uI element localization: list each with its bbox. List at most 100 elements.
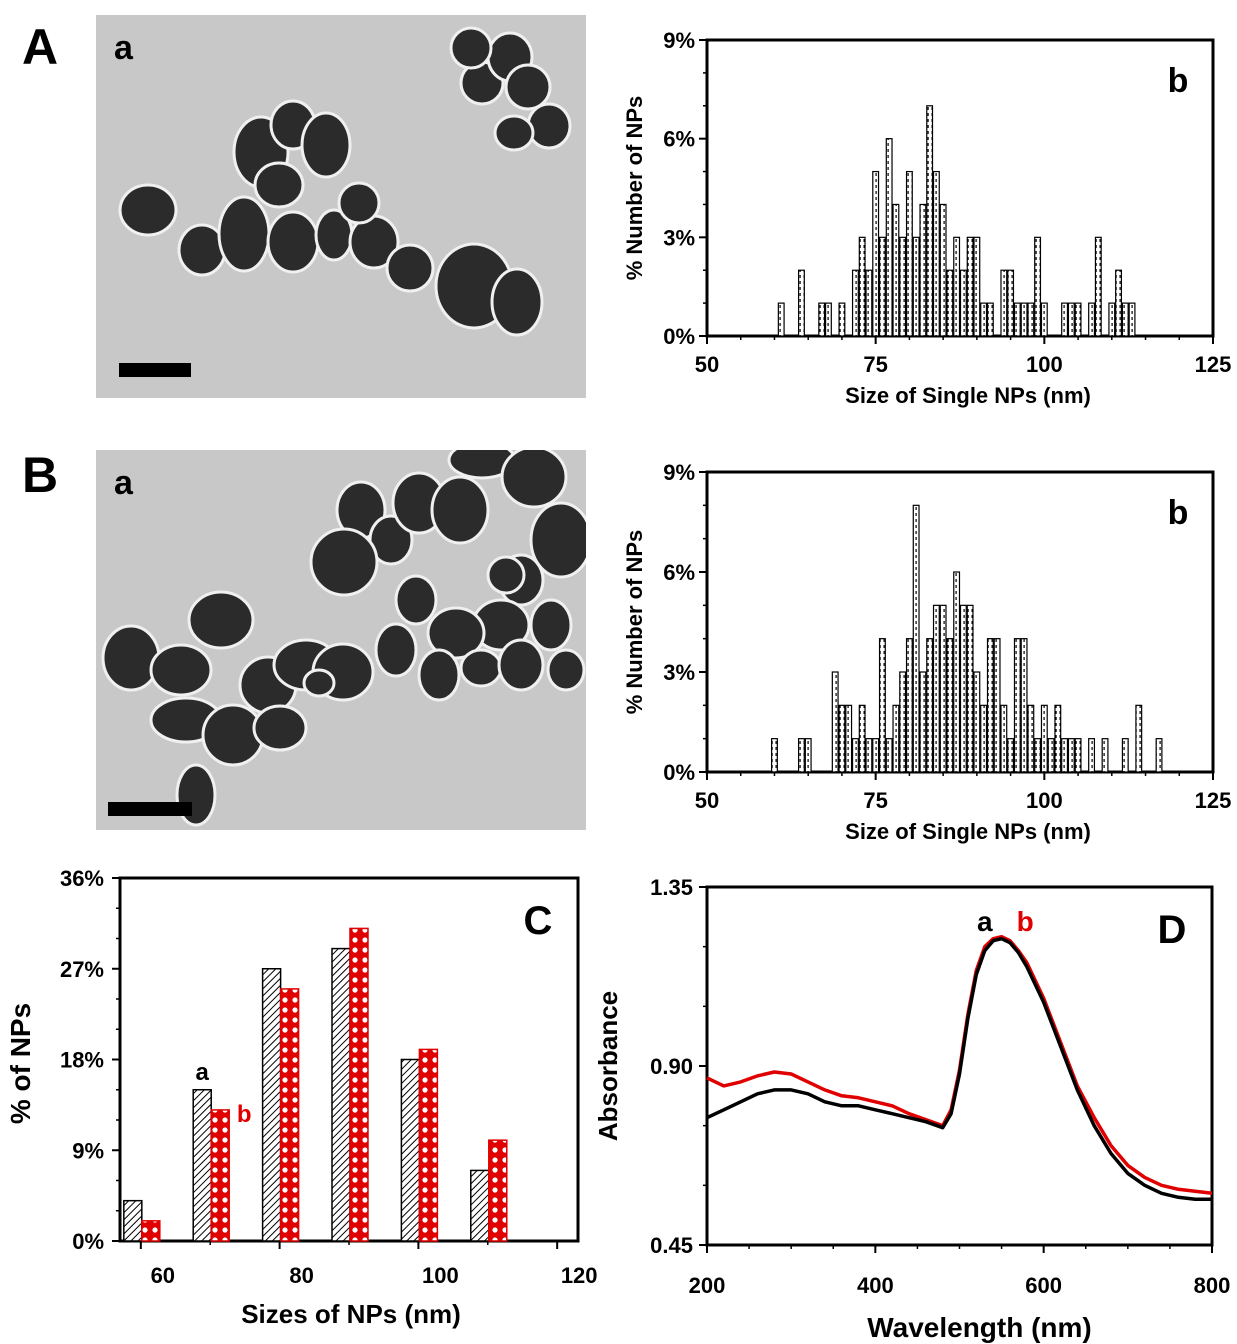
bar-series-b: [349, 927, 369, 1242]
scale-bar-a: [119, 363, 191, 377]
histogram-bar: [1067, 302, 1075, 337]
histogram-bar: [1061, 302, 1069, 337]
bar-series-a: [331, 947, 351, 1242]
x-tick-label: 60: [151, 1263, 175, 1288]
histogram-bar: [1040, 704, 1048, 773]
y-tick-label: 0%: [663, 760, 695, 785]
bar-series-b: [279, 988, 300, 1242]
histogram-bar: [838, 704, 846, 773]
histogram-bar: [1088, 302, 1096, 337]
histogram-bar: [966, 236, 974, 337]
histogram-bar: [980, 704, 988, 773]
x-tick-label: 120: [561, 1263, 598, 1288]
spectrum-line-a: [706, 936, 1212, 1202]
histogram-bar: [770, 738, 778, 773]
histogram-bar: [797, 738, 805, 773]
y-tick-label: 6%: [663, 560, 695, 585]
histogram-bar: [932, 604, 940, 773]
histogram-bar: [1013, 638, 1021, 773]
x-tick-label: 50: [695, 788, 719, 813]
histogram-bar: [1000, 704, 1008, 773]
histogram-bar: [892, 203, 900, 337]
y-tick-label: 0%: [72, 1229, 104, 1254]
x-tick-label: 75: [863, 788, 887, 813]
y-tick-label: 9%: [663, 28, 695, 53]
histogram-bar: [1074, 738, 1082, 773]
bar-series-a: [400, 1058, 421, 1242]
histogram-bar: [919, 671, 927, 773]
series-label-a: a: [977, 906, 993, 937]
histogram-bar: [973, 236, 981, 337]
x-tick-label: 800: [1194, 1273, 1231, 1298]
x-axis-label: Size of Single NPs (nm): [845, 819, 1091, 844]
x-axis-label: Size of Single NPs (nm): [845, 383, 1091, 408]
y-tick-label: 0.45: [650, 1233, 693, 1258]
bar-series-b: [418, 1048, 439, 1242]
tem-b-particles: [101, 450, 586, 827]
bar-series-b: [488, 1139, 508, 1242]
x-axis-label: Wavelength (nm): [867, 1312, 1092, 1343]
histogram-bar: [1067, 738, 1075, 773]
histogram-bar: [845, 704, 853, 773]
y-tick-label: 0.90: [650, 1054, 693, 1079]
histogram-bar: [1108, 302, 1116, 337]
histogram-bar: [1074, 302, 1082, 337]
histogram-bar: [946, 638, 954, 773]
histogram-bar: [1034, 738, 1042, 773]
histogram-bar: [899, 671, 907, 773]
panel-sublabel: C: [524, 899, 553, 943]
histogram-bar: [986, 638, 994, 773]
y-axis-label: Absorbance: [593, 991, 623, 1141]
histogram-bar: [1027, 302, 1035, 337]
histogram-bar: [851, 738, 859, 773]
histogram-bar: [797, 269, 805, 337]
x-tick-label: 600: [1025, 1273, 1062, 1298]
histogram-bar: [851, 269, 859, 337]
histogram-bar: [939, 604, 947, 773]
histogram-bar: [892, 704, 900, 773]
histogram-bar: [1128, 302, 1136, 337]
histogram-bar: [872, 170, 880, 337]
histogram-bar: [1027, 704, 1035, 773]
x-tick-label: 400: [857, 1273, 894, 1298]
y-axis-label: % of NPs: [5, 1003, 36, 1124]
histogram-bar: [838, 302, 846, 337]
histogram-bar: [1007, 269, 1015, 337]
panel-sublabel: D: [1158, 908, 1187, 952]
histogram-bar: [1034, 236, 1042, 337]
y-tick-label: 9%: [72, 1138, 104, 1163]
absorbance-spectrum-chart: 0.45 0.90 1.35 200 400 600 800 Wavelength (nm) A…: [593, 875, 1231, 1343]
histogram-bar: [818, 302, 826, 337]
series-label-a: a: [196, 1059, 210, 1086]
histogram-bar: [939, 203, 947, 337]
histogram-a: 0% 3% 6% 9% 50 75 100 125 Size of Single NPs (nm…: [622, 28, 1231, 408]
histogram-bar: [1155, 738, 1163, 773]
histogram-bar: [946, 269, 954, 337]
histogram-bar: [1000, 269, 1008, 337]
x-tick-label: 200: [689, 1273, 726, 1298]
histogram-bar: [980, 302, 988, 337]
y-tick-label: 3%: [663, 660, 695, 685]
y-tick-label: 6%: [663, 127, 695, 152]
panel-sublabel: b: [1168, 62, 1189, 100]
histogram-bar: [1061, 738, 1069, 773]
histogram-bar: [899, 236, 907, 337]
histogram-bar: [959, 269, 967, 337]
y-tick-label: 9%: [663, 460, 695, 485]
tem-a-sublabel: a: [114, 29, 133, 67]
histogram-bar: [858, 236, 866, 337]
histogram-bar: [973, 671, 981, 773]
x-tick-label: 100: [1026, 788, 1063, 813]
bar-series-b: [141, 1220, 161, 1242]
y-axis-label: % Number of NPs: [622, 530, 647, 715]
histogram-bar: [986, 302, 994, 337]
histogram-bar: [1013, 302, 1021, 337]
histogram-bar: [926, 638, 934, 773]
size-distribution-chart: 0% 9% 18% 27% 36% 60 80 100 120 Sizes of NPs (nm)…: [5, 866, 598, 1329]
histogram-bar: [966, 604, 974, 773]
histogram-bar: [1094, 236, 1102, 337]
histogram-bar: [1088, 738, 1096, 773]
histogram-bar: [777, 302, 785, 337]
histogram-bar: [1020, 302, 1028, 337]
x-axis-label: Sizes of NPs (nm): [241, 1299, 461, 1329]
